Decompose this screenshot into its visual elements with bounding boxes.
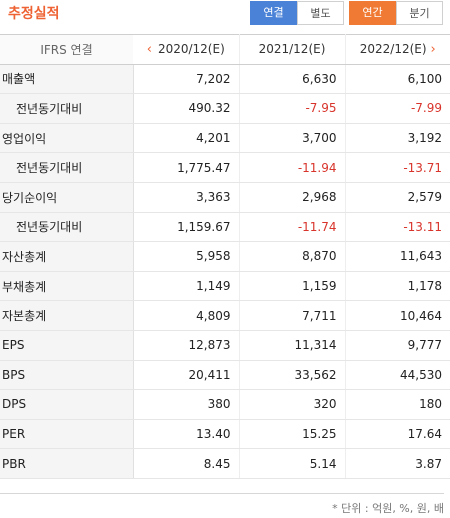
column-label: 2021/12(E) xyxy=(258,42,326,57)
row-label: 당기순이익 xyxy=(0,182,134,213)
cell-value: -13.11 xyxy=(345,212,450,243)
cell-value: 1,775.47 xyxy=(133,152,240,183)
cell-value: 15.25 xyxy=(239,419,346,450)
row-label: 매출액 xyxy=(0,64,134,95)
estimates-table: IFRS 연결 ‹ 2020/12(E) 2021/12(E) 2022/12(E… xyxy=(0,34,450,479)
unit-note: * 단위 : 억원, %, 원, 배 xyxy=(0,493,444,516)
cell-value: 380 xyxy=(133,389,240,420)
cell-value: 2,579 xyxy=(345,182,450,213)
cell-value: 17.64 xyxy=(345,419,450,450)
cell-value: 3,363 xyxy=(133,182,240,213)
table-row: 부채총계 1,149 1,159 1,178 xyxy=(0,271,450,302)
cell-value: 180 xyxy=(345,389,450,420)
row-label: 영업이익 xyxy=(0,123,134,154)
row-label: 전년동기대비 xyxy=(0,152,134,183)
cell-value: 1,149 xyxy=(133,271,240,302)
chevron-right-icon[interactable]: › xyxy=(430,41,436,57)
cell-value: 1,159.67 xyxy=(133,212,240,243)
quarterly-button[interactable]: 분기 xyxy=(396,1,443,25)
table-row: 자본총계 4,809 7,711 10,464 xyxy=(0,300,450,331)
cell-value: 8,870 xyxy=(239,241,346,272)
cell-value: 10,464 xyxy=(345,300,450,331)
table-row: 전년동기대비 490.32 -7.95 -7.99 xyxy=(0,93,450,124)
cell-value: 20,411 xyxy=(133,360,240,391)
row-label: DPS xyxy=(0,389,134,420)
cell-value: 7,202 xyxy=(133,64,240,95)
table-row: PBR 8.45 5.14 3.87 xyxy=(0,448,450,479)
row-label: 자본총계 xyxy=(0,300,134,331)
consolidated-button[interactable]: 연결 xyxy=(250,1,297,25)
row-label: BPS xyxy=(0,360,134,391)
table-row: 당기순이익 3,363 2,968 2,579 xyxy=(0,182,450,213)
cell-value: 9,777 xyxy=(345,330,450,361)
row-label: PBR xyxy=(0,448,134,479)
cell-value: -7.95 xyxy=(239,93,346,124)
cell-value: -13.71 xyxy=(345,152,450,183)
table-row: PER 13.40 15.25 17.64 xyxy=(0,419,450,450)
row-label: PER xyxy=(0,419,134,450)
cell-value: 6,100 xyxy=(345,64,450,95)
row-label: 전년동기대비 xyxy=(0,93,134,124)
cell-value: -11.94 xyxy=(239,152,346,183)
cell-value: 4,809 xyxy=(133,300,240,331)
row-label: 부채총계 xyxy=(0,271,134,302)
table-row: DPS 380 320 180 xyxy=(0,389,450,420)
cell-value: 4,201 xyxy=(133,123,240,154)
column-label: 2022/12(E) xyxy=(359,41,427,56)
column-label: 2020/12(E) xyxy=(157,41,225,56)
table-row: EPS 12,873 11,314 9,777 xyxy=(0,330,450,361)
table-header-row: IFRS 연결 ‹ 2020/12(E) 2021/12(E) 2022/12(E… xyxy=(0,34,450,65)
cell-value: 11,314 xyxy=(239,330,346,361)
cell-value: 44,530 xyxy=(345,360,450,391)
column-header: 2021/12(E) xyxy=(239,34,346,65)
cell-value: 5.14 xyxy=(239,448,346,479)
table-row: 전년동기대비 1,159.67 -11.74 -13.11 xyxy=(0,212,450,243)
cell-value: 1,159 xyxy=(239,271,346,302)
cell-value: 8.45 xyxy=(133,448,240,479)
row-label: 전년동기대비 xyxy=(0,212,134,243)
cell-value: 12,873 xyxy=(133,330,240,361)
cell-value: 3,192 xyxy=(345,123,450,154)
cell-value: 1,178 xyxy=(345,271,450,302)
table-row: 전년동기대비 1,775.47 -11.94 -13.71 xyxy=(0,152,450,183)
label-column-header: IFRS 연결 xyxy=(0,34,133,65)
cell-value: 33,562 xyxy=(239,360,346,391)
cell-value: 3,700 xyxy=(239,123,346,154)
chevron-left-icon[interactable]: ‹ xyxy=(146,41,152,57)
annual-button[interactable]: 연간 xyxy=(349,1,396,25)
separate-button[interactable]: 별도 xyxy=(297,1,344,25)
section-title: 추정실적 xyxy=(8,6,60,22)
cell-value: 11,643 xyxy=(345,241,450,272)
header: 추정실적 연결 별도 연간 분기 xyxy=(0,0,450,34)
cell-value: 3.87 xyxy=(345,448,450,479)
table-row: BPS 20,411 33,562 44,530 xyxy=(0,360,450,391)
cell-value: 7,711 xyxy=(239,300,346,331)
column-header: 2022/12(E) › xyxy=(345,34,450,65)
cell-value: 13.40 xyxy=(133,419,240,450)
cell-value: 5,958 xyxy=(133,241,240,272)
cell-value: -7.99 xyxy=(345,93,450,124)
column-header: ‹ 2020/12(E) xyxy=(133,34,240,65)
cell-value: -11.74 xyxy=(239,212,346,243)
table-row: 자산총계 5,958 8,870 11,643 xyxy=(0,241,450,272)
cell-value: 2,968 xyxy=(239,182,346,213)
table-row: 매출액 7,202 6,630 6,100 xyxy=(0,64,450,95)
row-label: EPS xyxy=(0,330,134,361)
cell-value: 320 xyxy=(239,389,346,420)
cell-value: 490.32 xyxy=(133,93,240,124)
cell-value: 6,630 xyxy=(239,64,346,95)
table-row: 영업이익 4,201 3,700 3,192 xyxy=(0,123,450,154)
row-label: 자산총계 xyxy=(0,241,134,272)
